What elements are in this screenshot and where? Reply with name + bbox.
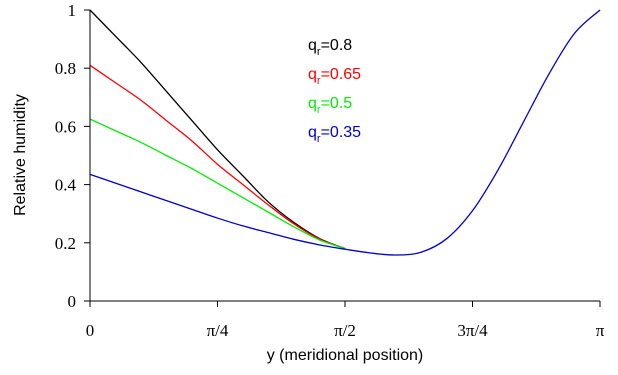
legend-value: =0.8: [321, 37, 353, 54]
legend-symbol: q: [308, 37, 317, 54]
legend-value: =0.5: [321, 95, 353, 112]
legend-symbol: q: [308, 95, 317, 112]
series-line-3: [89, 9, 601, 256]
y-tick-label: 0: [68, 292, 77, 311]
x-tick-label: 0: [86, 321, 95, 340]
series-line-1: [89, 64, 346, 250]
legend-symbol: q: [308, 66, 317, 83]
series-line-2: [89, 118, 346, 250]
y-axis-label: Relative humidity: [12, 94, 29, 216]
legend-symbol: q: [308, 124, 317, 141]
y-tick-label: 0.4: [55, 176, 77, 195]
legend-subscript: r: [317, 104, 321, 116]
y-ticks: 0 0.2 0.4 0.6 0.8 1: [55, 1, 90, 311]
x-axis-label: y (meridional position): [267, 347, 424, 364]
y-tick-label: 0.8: [55, 59, 76, 78]
legend-value: =0.65: [321, 66, 362, 83]
x-tick-label: π/4: [207, 321, 229, 340]
x-tick-label: 3π/4: [457, 321, 488, 340]
y-tick-label: 0.2: [55, 234, 76, 253]
legend-entry-0: qr=0.8: [308, 37, 352, 58]
series-line-0: [89, 9, 346, 250]
legend-entry-2: qr=0.5: [308, 95, 352, 116]
x-ticks: 0 π/4 π/2 3π/4 π: [86, 301, 605, 340]
legend-entry-1: qr=0.65: [308, 66, 361, 87]
legend-subscript: r: [317, 46, 321, 58]
legend-subscript: r: [317, 75, 321, 87]
y-tick-label: 0.6: [55, 117, 76, 136]
legend-entry-3: qr=0.35: [308, 124, 361, 145]
x-tick-label: π: [596, 321, 605, 340]
x-tick-label: π/2: [334, 321, 356, 340]
legend-value: =0.35: [321, 124, 362, 141]
plot-lines: [89, 9, 601, 256]
y-tick-label: 1: [68, 1, 77, 20]
legend-subscript: r: [317, 133, 321, 145]
